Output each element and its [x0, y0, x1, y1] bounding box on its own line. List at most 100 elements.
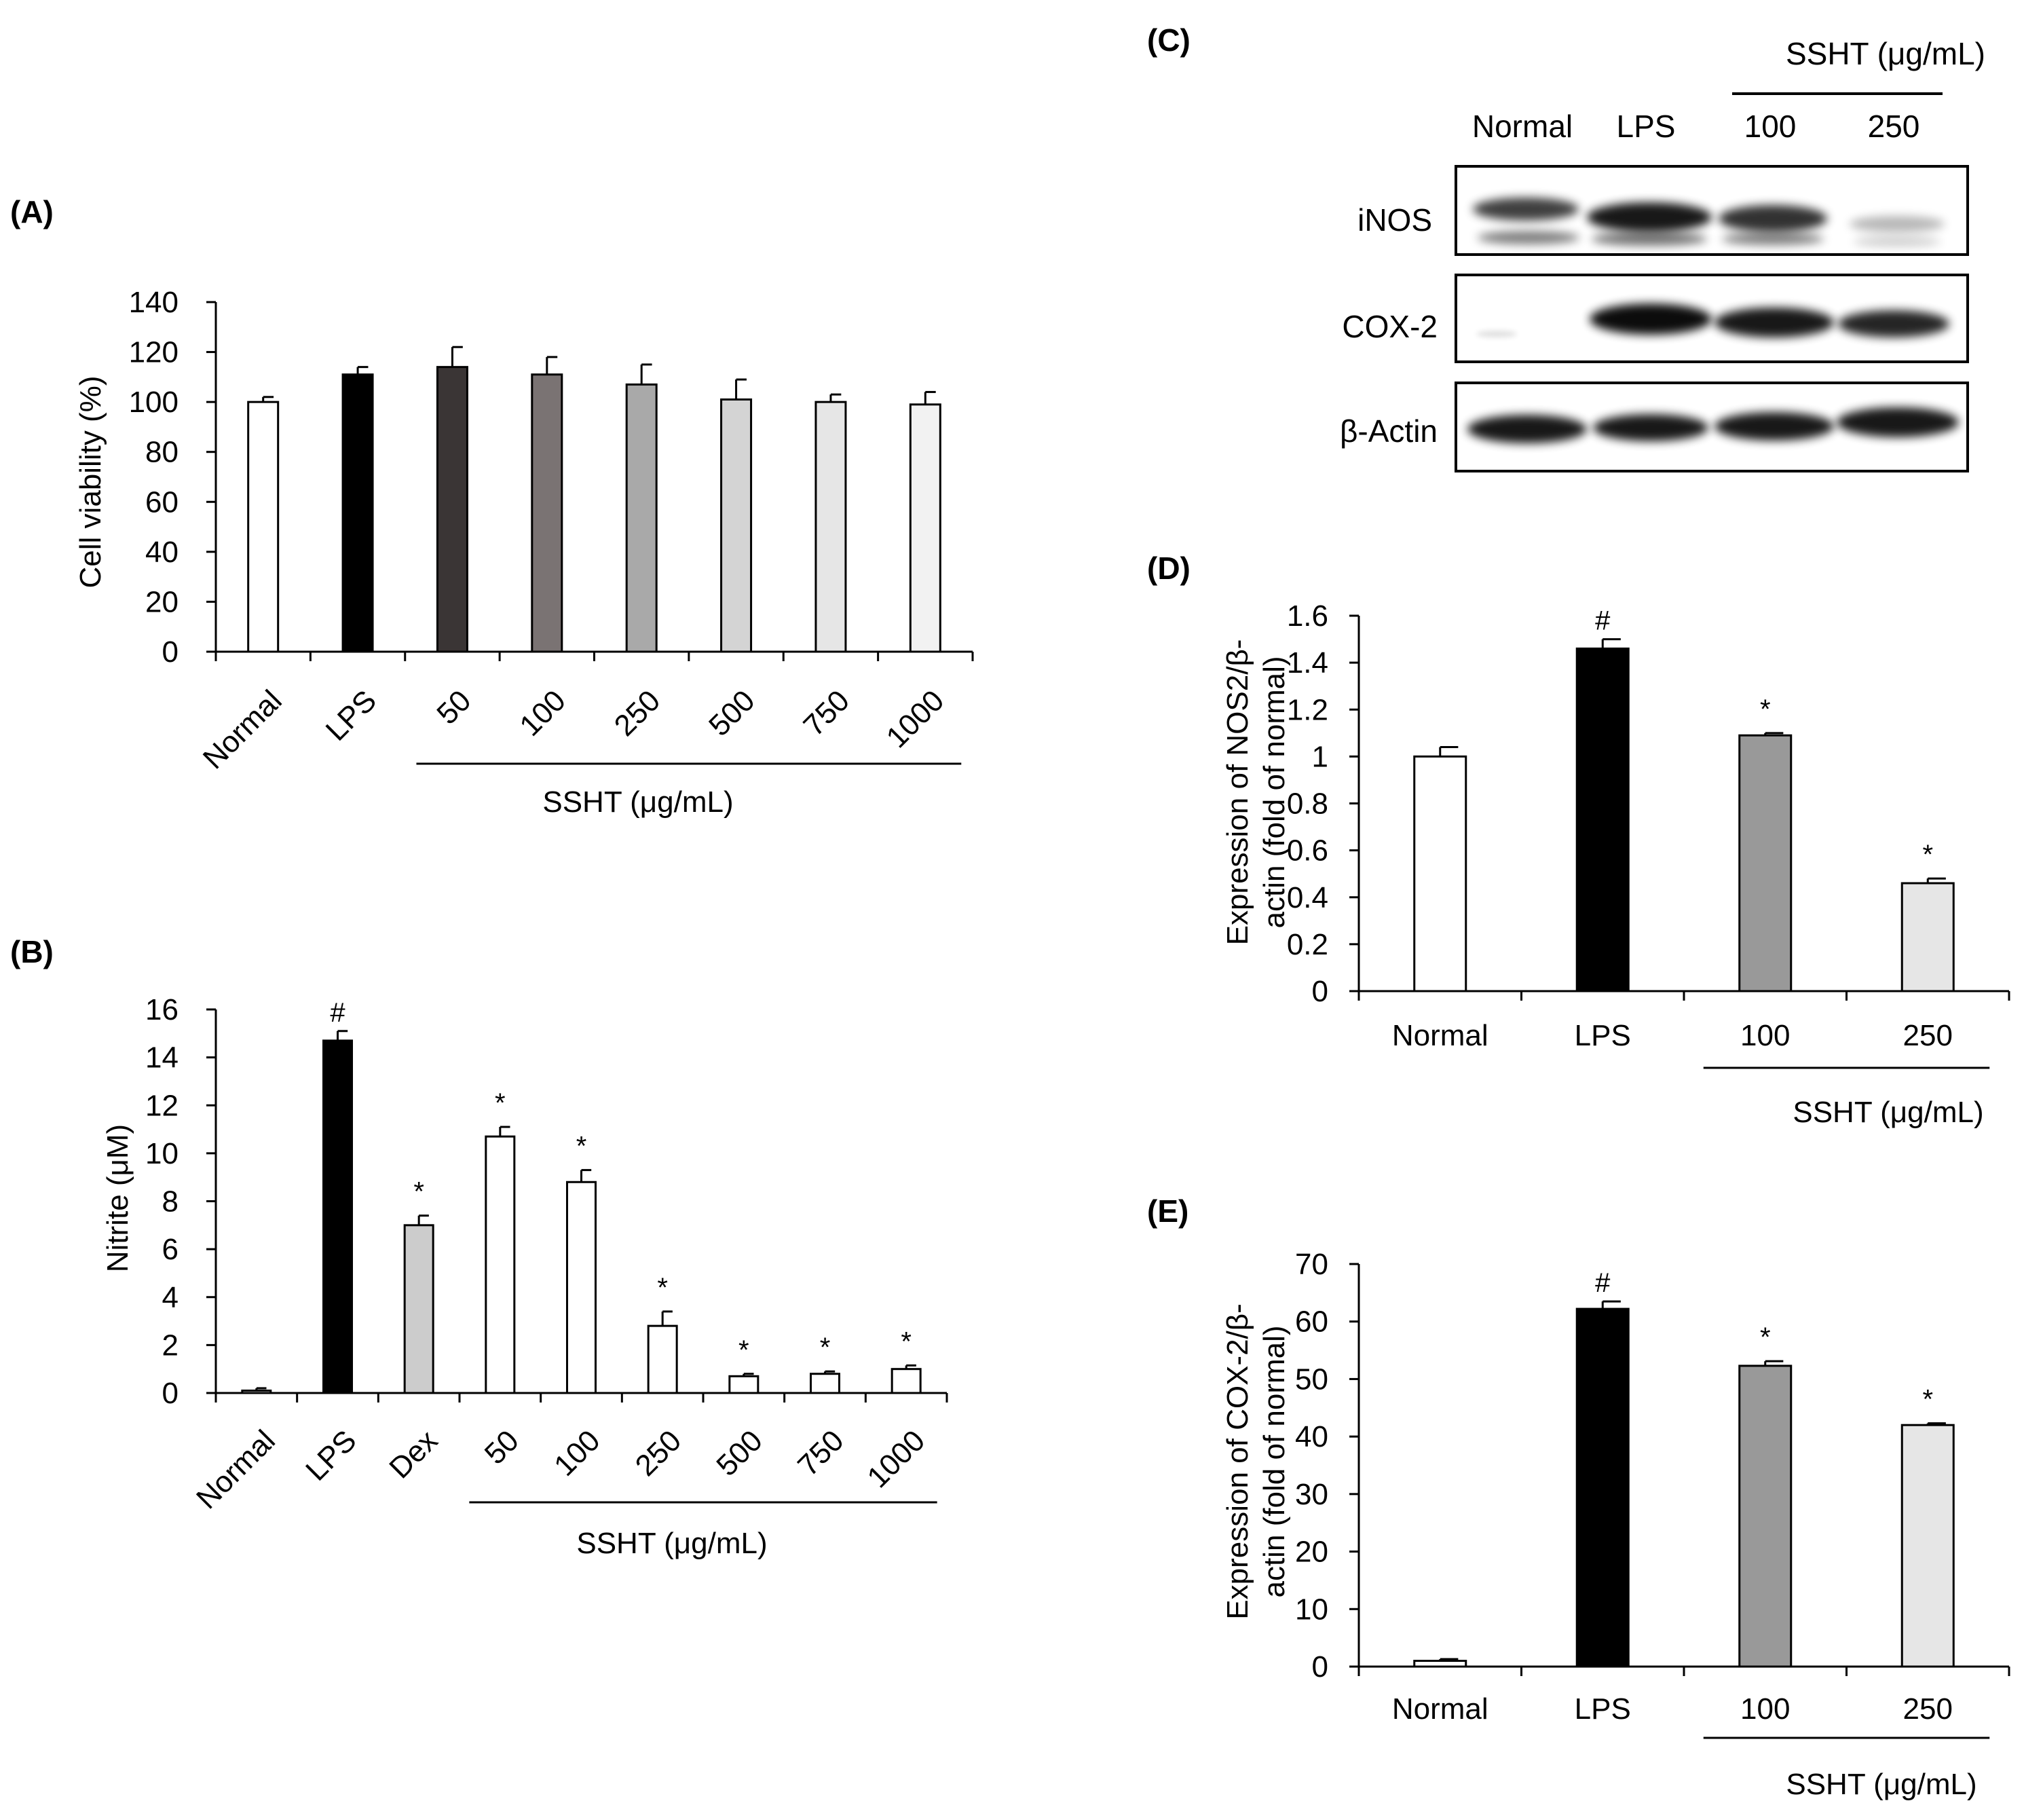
y-tick-label: 80 [145, 436, 179, 469]
category-label: 500 [702, 684, 762, 743]
y-tick-label: 60 [1295, 1305, 1328, 1339]
wb-lane-label: Normal [1472, 109, 1573, 144]
y-tick-label: 100 [129, 386, 179, 419]
category-label: 100 [513, 684, 572, 743]
y-tick-label: 30 [1295, 1478, 1328, 1511]
panel-label-c: (C) [1147, 22, 1191, 58]
category-label: 50 [479, 1424, 525, 1470]
bar [485, 1135, 516, 1394]
y-tick-label: 120 [129, 336, 179, 369]
panel-label-e: (E) [1147, 1193, 1188, 1229]
y-tick-label: 70 [1295, 1248, 1328, 1281]
significance-star: * [1922, 840, 1933, 870]
bar [810, 1373, 840, 1394]
bar [1738, 734, 1793, 992]
category-label: 250 [1903, 1019, 1953, 1052]
bar [566, 1181, 597, 1394]
panel-label-b: (B) [10, 934, 54, 969]
bar [1413, 755, 1467, 992]
wb-group-label: SSHT (μg/mL) [1786, 36, 1985, 71]
bar [247, 401, 280, 653]
category-label: 50 [430, 684, 477, 730]
bar [531, 373, 563, 653]
significance-hash: # [1595, 1268, 1611, 1298]
y-tick-label: 2 [162, 1329, 179, 1362]
chart-e-group-label: SSHT (μg/mL) [1786, 1768, 1976, 1801]
bar [403, 1224, 434, 1394]
y-tick-label: 0 [1312, 1650, 1328, 1684]
significance-hash: # [330, 998, 345, 1028]
category-label: LPS [1575, 1019, 1631, 1052]
bar [436, 366, 468, 653]
y-tick-label: 0.2 [1287, 928, 1328, 961]
bar [625, 383, 658, 653]
y-tick-label: 20 [145, 585, 179, 618]
wb-row-label: COX-2 [1342, 309, 1438, 344]
chart-a-cell-viability: Cell viability (%) SSHT (μg/mL) 0 20 40 60 8… [74, 286, 974, 819]
y-tick-label: 4 [162, 1281, 179, 1314]
category-label: 250 [1903, 1692, 1953, 1726]
wb-row-label: iNOS [1357, 202, 1432, 238]
y-tick-label: 0.4 [1287, 881, 1328, 914]
bar [1900, 1424, 1955, 1668]
chart-d-nos2-expression: Expression of NOS2/β- actin (fold of nor… [1221, 599, 2010, 1129]
bar [1900, 882, 1955, 992]
y-tick-label: 40 [1295, 1420, 1328, 1453]
bar [1575, 1307, 1630, 1668]
y-tick-label: 8 [162, 1185, 179, 1219]
significance-star: * [657, 1273, 668, 1303]
y-tick-label: 0.8 [1287, 787, 1328, 821]
category-label: 250 [608, 684, 667, 743]
bar [647, 1324, 678, 1394]
y-tick-label: 50 [1295, 1362, 1328, 1396]
category-label: 750 [791, 1424, 850, 1483]
category-label: 100 [1740, 1019, 1790, 1052]
chart-b-nitrite: Nitrite (μM) SSHT (μg/mL) 0 2 4 6 8 10 12 14 16 N… [101, 993, 948, 1560]
category-label: Dex [383, 1424, 444, 1485]
bar [720, 398, 753, 653]
chart-e-ylabel-line1: Expression of COX-2/β- [1221, 1303, 1254, 1619]
category-label: Normal [1392, 1019, 1488, 1052]
category-label: 500 [710, 1424, 769, 1483]
chart-d-ylabel-line2: actin (fold of normal) [1258, 656, 1291, 928]
y-tick-label: 40 [145, 536, 179, 569]
category-label: Normal [190, 1424, 282, 1515]
category-label: LPS [299, 1424, 362, 1487]
chart-e-cox2-expression: Expression of COX-2/β- actin (fold of no… [1221, 1248, 2010, 1801]
y-tick-label: 1 [1312, 740, 1328, 773]
significance-star: * [901, 1326, 912, 1356]
significance-star: * [1922, 1385, 1933, 1415]
y-tick-label: 0 [162, 1377, 179, 1410]
wb-row-label: β-Actin [1340, 413, 1438, 449]
bar [891, 1368, 922, 1394]
y-tick-label: 12 [145, 1089, 179, 1122]
significance-star: * [1760, 1322, 1771, 1352]
bar [1738, 1364, 1793, 1668]
y-tick-label: 10 [145, 1137, 179, 1170]
bar [341, 373, 374, 653]
y-tick-label: 14 [145, 1041, 179, 1075]
western-blot-panel: SSHT (μg/mL) Normal LPS 100 250 iNOS COX… [1340, 36, 1985, 472]
y-tick-label: 1.2 [1287, 693, 1328, 726]
category-label: 750 [797, 684, 856, 743]
significance-star: * [413, 1177, 424, 1207]
y-tick-label: 60 [145, 485, 179, 519]
y-tick-label: 20 [1295, 1536, 1328, 1569]
y-tick-label: 1.4 [1287, 646, 1328, 680]
category-label: 100 [1740, 1692, 1790, 1726]
category-label: 1000 [861, 1424, 931, 1494]
bar [1575, 647, 1630, 992]
category-label: LPS [320, 684, 383, 747]
y-tick-label: 140 [129, 286, 179, 319]
y-tick-label: 0 [162, 635, 179, 669]
category-label: Normal [197, 684, 288, 775]
significance-star: * [495, 1088, 506, 1118]
y-tick-label: 10 [1295, 1593, 1328, 1626]
chart-b-ylabel: Nitrite (μM) [101, 1124, 134, 1272]
bar [1413, 1660, 1467, 1668]
significance-star: * [1760, 694, 1771, 724]
wb-lane-label: 100 [1744, 109, 1797, 144]
bar [322, 1039, 353, 1394]
category-label: 100 [548, 1424, 607, 1483]
category-label: 250 [629, 1424, 688, 1483]
